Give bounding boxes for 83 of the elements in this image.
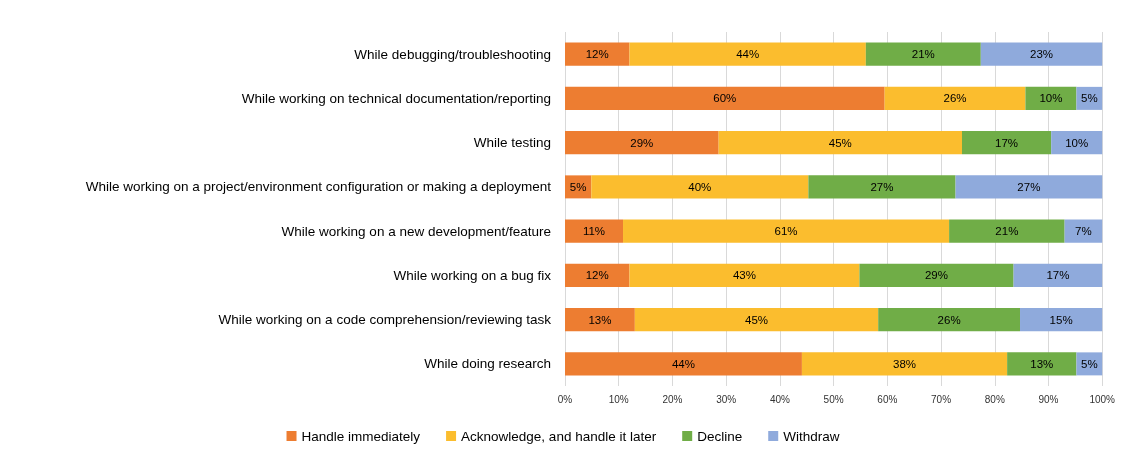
bar (565, 86, 885, 110)
x-tick-label: 0% (557, 393, 573, 405)
data-label: 17% (995, 136, 1019, 149)
bar (623, 219, 950, 243)
data-label: 27% (1017, 180, 1041, 193)
data-label: 12% (585, 48, 609, 61)
bar (808, 175, 956, 199)
data-label: 45% (828, 136, 852, 149)
x-tick-label: 20% (662, 393, 683, 405)
bar (565, 131, 719, 155)
data-label: 38% (893, 357, 917, 370)
bar (634, 308, 879, 332)
data-label: 45% (745, 313, 769, 326)
data-label: 5% (1081, 357, 1098, 370)
bar (1025, 86, 1077, 110)
data-label: 44% (671, 357, 695, 370)
bar (565, 263, 630, 287)
bar (801, 352, 1008, 376)
x-tick-label: 40% (769, 393, 790, 405)
data-label: 26% (943, 92, 967, 105)
data-label: 10% (1039, 92, 1063, 105)
data-label: 13% (1030, 357, 1054, 370)
legend-label: Acknowledge, and handle it later (461, 428, 657, 444)
y-tick-label: While working on a bug fix (393, 267, 552, 283)
data-label: 7% (1075, 225, 1092, 238)
data-label: 5% (569, 180, 587, 193)
y-tick-label: While working on a project/environment configuration or making a deployment (85, 179, 552, 195)
x-tick-label: 100% (1089, 393, 1116, 405)
bar (565, 219, 624, 243)
bar (955, 175, 1103, 199)
y-tick-label: While debugging/troubleshooting (354, 46, 551, 62)
bar (949, 219, 1065, 243)
data-label: 23% (1029, 48, 1054, 61)
data-label: 12% (585, 269, 609, 282)
bar (1051, 131, 1103, 155)
bar (1007, 352, 1077, 376)
x-tick-label: 10% (608, 393, 629, 405)
legend-label: Handle immediately (301, 428, 421, 444)
legend-label: Withdraw (783, 428, 840, 444)
data-label: 43% (732, 269, 756, 282)
data-label: 21% (995, 225, 1019, 238)
bar (962, 131, 1052, 155)
data-label: 11% (582, 225, 606, 238)
data-label: 60% (713, 92, 737, 105)
x-tick-label: 90% (1038, 393, 1059, 405)
bar (980, 42, 1103, 66)
y-tick-label: While doing research (424, 356, 551, 372)
data-label: 29% (924, 269, 948, 282)
legend-label: Decline (697, 428, 743, 444)
y-tick-label: While working on a code comprehension/reviewing task (218, 312, 552, 328)
data-label: 61% (774, 225, 798, 238)
y-tick-label: While working on a new development/feature (281, 223, 551, 239)
bar (1013, 263, 1103, 287)
bar (1020, 308, 1103, 332)
data-label: 27% (870, 180, 894, 193)
y-tick-label: While working on technical documentation/reporting (241, 90, 551, 106)
x-tick-label: 50% (823, 393, 844, 405)
bar (629, 263, 860, 287)
bar (565, 352, 802, 376)
bar (718, 131, 962, 155)
bar (878, 308, 1021, 332)
data-label: 29% (630, 136, 654, 149)
x-tick-label: 60% (877, 393, 898, 405)
bar (865, 42, 981, 66)
y-tick-label: While testing (473, 135, 551, 151)
data-label: 5% (1081, 92, 1098, 105)
data-label: 21% (911, 48, 935, 61)
bar (629, 42, 866, 66)
x-tick-label: 70% (931, 393, 952, 405)
bar (565, 42, 630, 66)
data-label: 26% (937, 313, 961, 326)
x-tick-label: 80% (984, 393, 1005, 405)
data-label: 40% (688, 180, 712, 193)
bar (591, 175, 809, 199)
bar (565, 308, 635, 332)
bar (884, 86, 1026, 110)
bar (859, 263, 1014, 287)
data-label: 13% (588, 313, 612, 326)
data-label: 15% (1049, 313, 1073, 326)
data-label: 44% (736, 48, 760, 61)
x-tick-label: 30% (716, 393, 737, 405)
data-label: 10% (1065, 136, 1089, 149)
data-label: 17% (1046, 269, 1070, 282)
